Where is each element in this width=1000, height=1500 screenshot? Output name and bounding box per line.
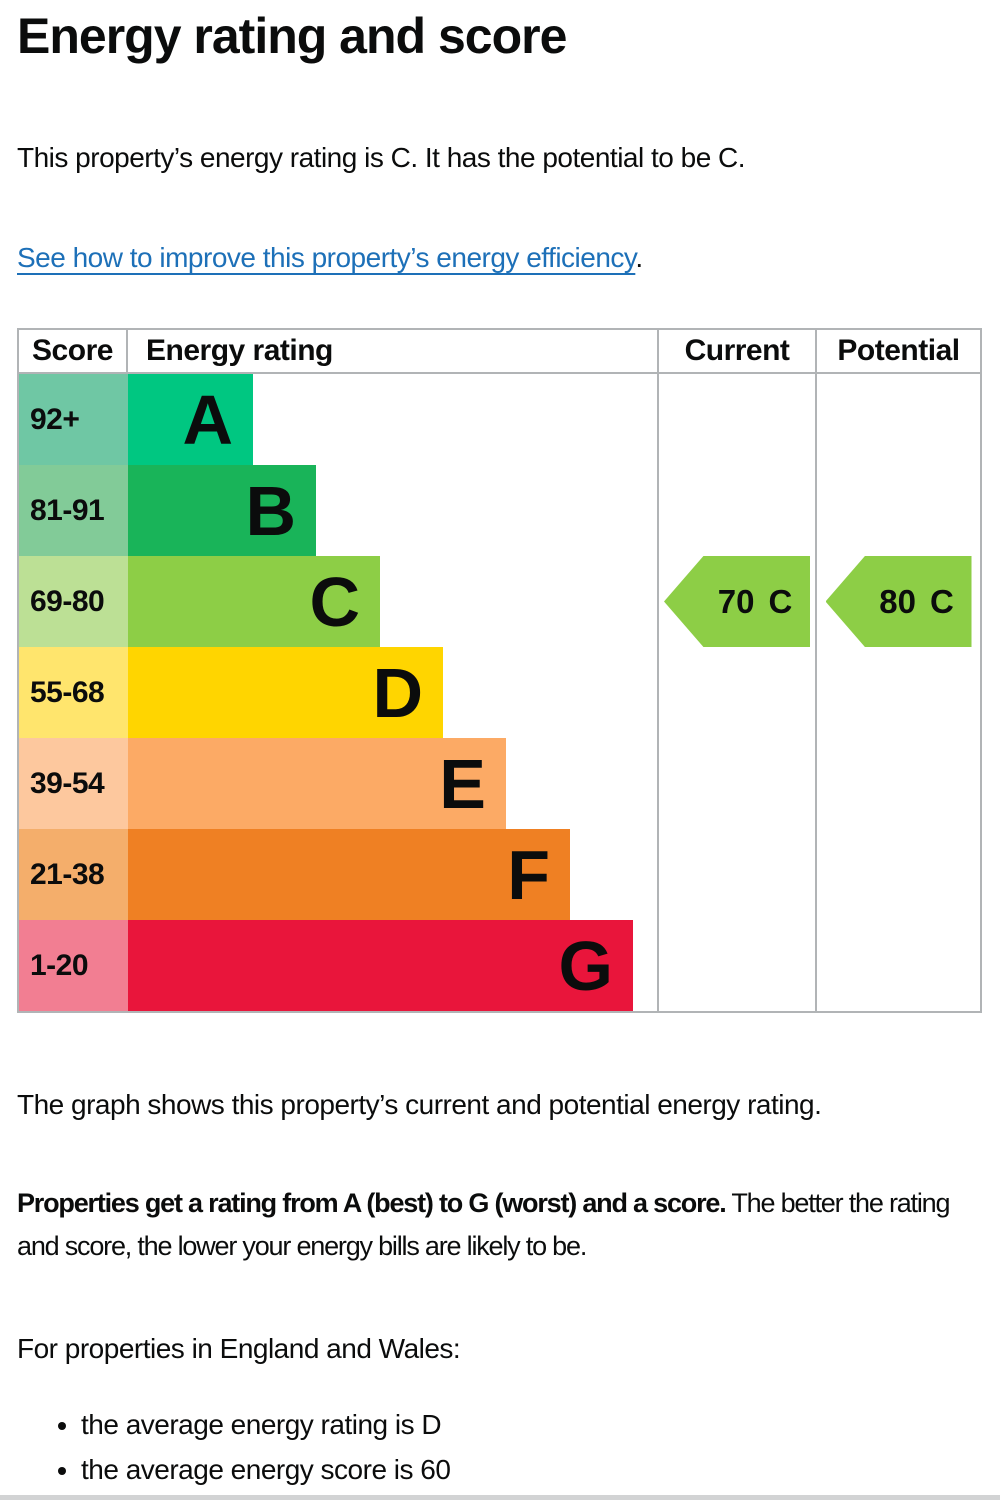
current-cell <box>657 829 815 920</box>
band-letter: B <box>245 471 296 550</box>
current-cell: 70 C <box>657 556 815 647</box>
band-bar-cell: C <box>128 556 657 647</box>
explain-bold-text: Properties get a rating from A (best) to… <box>17 1187 727 1218</box>
band-letter: D <box>372 653 423 732</box>
potential-cell <box>815 465 980 556</box>
band-score-range: 39-54 <box>19 738 128 829</box>
regional-heading: For properties in England and Wales: <box>17 1333 461 1365</box>
list-item: the average energy rating is D <box>81 1402 982 1447</box>
band-row-e: 39-54 E <box>19 738 980 829</box>
band-bar-cell: F <box>128 829 657 920</box>
explain-text: Properties get a rating from A (best) to… <box>17 1182 982 1268</box>
band-score-range: 55-68 <box>19 647 128 738</box>
band-bar-cell: A <box>128 374 657 465</box>
link-period: . <box>635 242 643 274</box>
column-header-potential: Potential <box>815 330 980 372</box>
band-bar: B <box>128 465 316 556</box>
band-row-f: 21-38 F <box>19 829 980 920</box>
band-bar: F <box>128 829 570 920</box>
band-bar-cell: D <box>128 647 657 738</box>
band-bar: G <box>128 920 633 1011</box>
band-bar: E <box>128 738 506 829</box>
potential-rating-arrow-band-letter: C <box>929 582 954 620</box>
improve-efficiency-link[interactable]: See how to improve this property’s energ… <box>17 242 636 274</box>
column-header-current: Current <box>657 330 815 372</box>
band-bar-cell: E <box>128 738 657 829</box>
band-letter: A <box>182 380 233 459</box>
band-bar: D <box>128 647 443 738</box>
current-cell <box>657 738 815 829</box>
column-header-energy-rating: Energy rating <box>146 334 333 367</box>
band-row-a: 92+ A <box>19 374 980 465</box>
band-score-range: 81-91 <box>19 465 128 556</box>
band-score-range: 21-38 <box>19 829 128 920</box>
potential-cell <box>815 829 980 920</box>
band-letter: E <box>439 744 486 823</box>
current-rating-arrow: 70 C <box>664 556 810 647</box>
potential-cell <box>815 920 980 1011</box>
potential-cell <box>815 647 980 738</box>
band-letter: C <box>309 562 360 641</box>
list-item: the average energy score is 60 <box>81 1447 982 1492</box>
band-bar-cell: B <box>128 465 657 556</box>
current-cell <box>657 647 815 738</box>
current-cell <box>657 920 815 1011</box>
graph-caption: The graph shows this property’s current … <box>17 1089 822 1120</box>
band-score-range: 92+ <box>19 374 128 465</box>
potential-rating-arrow-score: 80 <box>879 582 916 620</box>
epc-band-rows: 92+ A 81-91 B 69-80 C 70 C 80 C 55-68 D 39-54 E 21-38 F… <box>19 374 980 1011</box>
band-letter: G <box>558 926 613 1005</box>
current-rating-arrow-band-letter: C <box>768 582 793 620</box>
potential-cell <box>815 738 980 829</box>
potential-cell: 80 C <box>815 556 980 647</box>
band-row-g: 1-20 G <box>19 920 980 1011</box>
column-header-score: Score <box>19 330 128 372</box>
band-row-d: 55-68 D <box>19 647 980 738</box>
average-stats-list: the average energy rating is Dthe averag… <box>17 1402 982 1492</box>
band-row-c: 69-80 C 70 C 80 C <box>19 556 980 647</box>
band-score-range: 1-20 <box>19 920 128 1011</box>
current-cell <box>657 374 815 465</box>
explain-rest-text: The better the rating and score, the low… <box>17 1187 950 1261</box>
page-title: Energy rating and score <box>17 8 567 64</box>
band-bar: A <box>128 374 253 465</box>
improve-link-line: See how to improve this property’s energ… <box>17 238 982 278</box>
bottom-edge-strip <box>0 1495 1000 1500</box>
current-rating-arrow-score: 70 <box>717 582 755 620</box>
band-letter: F <box>507 835 550 914</box>
energy-rating-graph: Score Energy rating Current Potential 92… <box>17 328 982 1013</box>
current-cell <box>657 465 815 556</box>
intro-text: This property’s energy rating is C. It h… <box>17 141 746 173</box>
band-score-range: 69-80 <box>19 556 128 647</box>
band-bar: C <box>128 556 380 647</box>
band-bar-cell: G <box>128 920 657 1011</box>
epc-header-row: Score Energy rating Current Potential <box>19 330 980 374</box>
potential-rating-arrow: 80 C <box>825 556 972 647</box>
potential-cell <box>815 374 980 465</box>
band-row-b: 81-91 B <box>19 465 980 556</box>
